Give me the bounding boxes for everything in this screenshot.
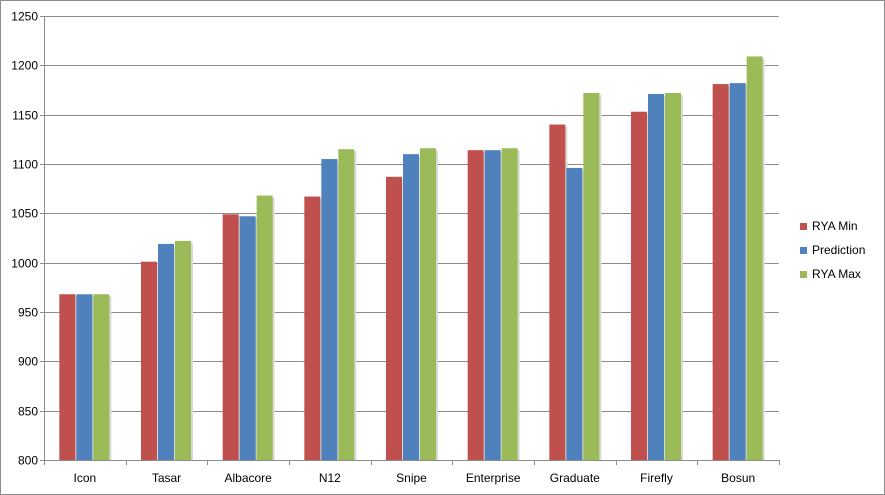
- bar: [583, 92, 600, 461]
- bar: [175, 240, 191, 460]
- y-tick-label: 1000: [11, 257, 38, 271]
- y-tick-label: 1100: [12, 158, 38, 172]
- x-tick-label: N12: [319, 471, 341, 485]
- bar: [386, 176, 402, 460]
- legend-label: RYA Min: [812, 219, 858, 233]
- bar: [158, 243, 174, 460]
- x-tick-label: Albacore: [224, 471, 272, 485]
- bar: [403, 154, 419, 460]
- y-tick-label: 1200: [11, 59, 38, 73]
- bar: [420, 148, 436, 461]
- x-tick-label: Graduate: [550, 471, 600, 485]
- bar: [76, 294, 93, 460]
- bar: [566, 167, 583, 461]
- x-tick-label: Enterprise: [466, 471, 521, 485]
- legend-item: Prediction: [800, 238, 880, 262]
- bar: [648, 93, 664, 461]
- bar: [338, 149, 355, 460]
- y-tick-label: 800: [18, 454, 38, 468]
- bar: [712, 84, 729, 460]
- x-tick-label: Tasar: [152, 471, 181, 485]
- y-tick-label: 950: [18, 306, 38, 320]
- legend-item: RYA Min: [800, 214, 880, 238]
- bar: [631, 111, 647, 460]
- y-tick-label: 1250: [11, 10, 38, 24]
- x-tick-label: Bosun: [721, 471, 755, 485]
- bar: [59, 294, 76, 460]
- bar: [141, 261, 157, 460]
- x-tick-label: Snipe: [396, 471, 427, 485]
- bar: [222, 214, 239, 460]
- y-tick-label: 1050: [11, 207, 38, 221]
- bar: [501, 148, 518, 461]
- bar: [729, 83, 746, 461]
- bar: [746, 56, 763, 460]
- bar: [665, 92, 681, 461]
- chart-legend: RYA Min Prediction RYA Max: [800, 214, 880, 286]
- legend-item: RYA Max: [800, 262, 880, 286]
- y-tick-label: 1150: [12, 109, 38, 123]
- bar: [304, 196, 321, 460]
- legend-swatch: [800, 246, 807, 254]
- bar: [484, 150, 501, 461]
- bar: [93, 294, 110, 460]
- bar: [467, 150, 484, 461]
- y-tick-label: 900: [18, 355, 38, 369]
- y-tick-label: 850: [18, 405, 38, 419]
- bar: [239, 216, 256, 460]
- bar: [321, 159, 338, 461]
- x-tick-label: Firefly: [640, 471, 673, 485]
- legend-label: Prediction: [812, 243, 866, 257]
- legend-label: RYA Max: [812, 267, 861, 281]
- bar: [549, 124, 566, 461]
- legend-swatch: [800, 222, 807, 230]
- legend-swatch: [800, 270, 807, 278]
- x-tick-label: Icon: [73, 471, 96, 485]
- bar: [256, 195, 273, 460]
